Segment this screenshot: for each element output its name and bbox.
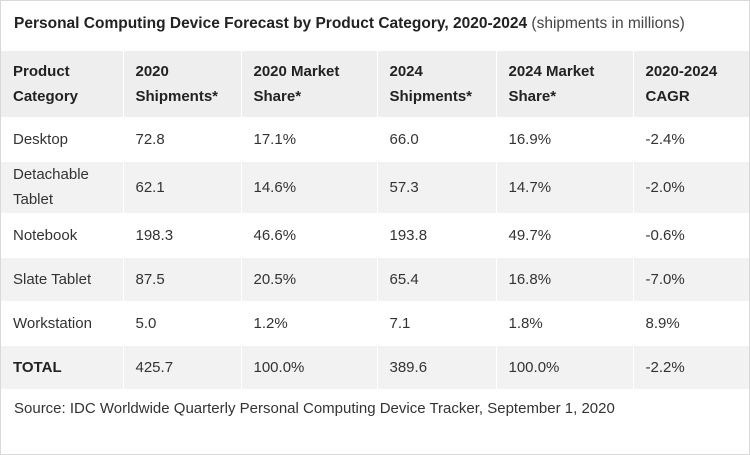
cell-category: Desktop (1, 117, 124, 162)
cell-2024-shipments: 65.4 (377, 257, 497, 302)
header-product-category: Product Category (1, 51, 124, 118)
cell-2024-share: 14.7% (496, 161, 634, 214)
table-title-units: (shipments in millions) (527, 15, 685, 32)
header-2024-shipments: 2024 Shipments* (377, 51, 497, 118)
cell-2024-shipments: 389.6 (377, 345, 497, 390)
table-row: Desktop 72.8 17.1% 66.0 16.9% -2.4% (1, 117, 749, 162)
cell-cagr: -2.0% (633, 161, 749, 214)
table-row-total: TOTAL 425.7 100.0% 389.6 100.0% -2.2% (1, 345, 749, 390)
cell-2024-share: 16.8% (496, 257, 634, 302)
cell-2020-share: 100.0% (241, 345, 378, 390)
cell-2020-shipments: 5.0 (123, 301, 242, 346)
cell-cagr: -2.2% (633, 345, 749, 390)
cell-cagr: -2.4% (633, 117, 749, 162)
cell-cagr: -0.6% (633, 213, 749, 258)
cell-category: Workstation (1, 301, 124, 346)
cell-2024-shipments: 7.1 (377, 301, 497, 346)
cell-cagr: 8.9% (633, 301, 749, 346)
cell-2020-shipments: 198.3 (123, 213, 242, 258)
cell-2024-shipments: 57.3 (377, 161, 497, 214)
cell-2020-share: 46.6% (241, 213, 378, 258)
cell-2020-share: 1.2% (241, 301, 378, 346)
cell-2020-shipments: 72.8 (123, 117, 242, 162)
cell-2020-shipments: 87.5 (123, 257, 242, 302)
cell-category: Detachable Tablet (1, 161, 124, 214)
table-title-main: Personal Computing Device Forecast by Pr… (14, 15, 528, 32)
cell-2020-share: 17.1% (241, 117, 378, 162)
cell-2024-share: 100.0% (496, 345, 634, 390)
header-2024-market-share: 2024 Market Share* (496, 51, 634, 118)
cell-2024-shipments: 66.0 (377, 117, 497, 162)
cell-category: TOTAL (1, 345, 124, 390)
table-row: Slate Tablet 87.5 20.5% 65.4 16.8% -7.0% (1, 257, 749, 302)
cell-2020-shipments: 62.1 (123, 161, 242, 214)
table-row: Notebook 198.3 46.6% 193.8 49.7% -0.6% (1, 213, 749, 258)
cell-2020-shipments: 425.7 (123, 345, 242, 390)
header-2020-market-share: 2020 Market Share* (241, 51, 378, 118)
cell-2020-share: 14.6% (241, 161, 378, 214)
cell-2020-share: 20.5% (241, 257, 378, 302)
cell-category: Slate Tablet (1, 257, 124, 302)
table-row: Workstation 5.0 1.2% 7.1 1.8% 8.9% (1, 301, 749, 346)
cell-cagr: -7.0% (633, 257, 749, 302)
cell-2024-share: 16.9% (496, 117, 634, 162)
cell-2024-shipments: 193.8 (377, 213, 497, 258)
cell-2024-share: 49.7% (496, 213, 634, 258)
cell-category: Notebook (1, 213, 124, 258)
table-header-row: Product Category 2020 Shipments* 2020 Ma… (1, 51, 749, 118)
forecast-table: Product Category 2020 Shipments* 2020 Ma… (1, 51, 749, 390)
source-note: Source: IDC Worldwide Quarterly Personal… (1, 389, 749, 434)
cell-2024-share: 1.8% (496, 301, 634, 346)
table-row: Detachable Tablet 62.1 14.6% 57.3 14.7% … (1, 161, 749, 214)
header-2020-shipments: 2020 Shipments* (123, 51, 242, 118)
table-title: Personal Computing Device Forecast by Pr… (1, 1, 749, 51)
header-cagr: 2020-2024 CAGR (633, 51, 749, 118)
